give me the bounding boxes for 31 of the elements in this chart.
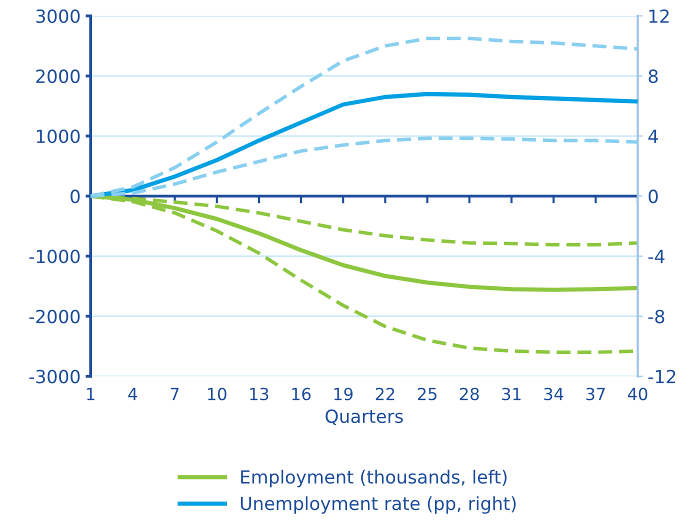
x-tick-label: 28 xyxy=(460,388,479,400)
y-tick-label: -2000 xyxy=(29,310,80,324)
y-tick-label: 1000 xyxy=(36,129,80,144)
x-tick-label: 25 xyxy=(418,388,436,400)
x-tick-label: 19 xyxy=(334,388,353,400)
y-tick-label: 2000 xyxy=(36,69,80,84)
legend-label: Employment (thousands, left) xyxy=(241,470,507,488)
y-tick-label: -3000 xyxy=(29,370,80,384)
y2-tick-label: 0 xyxy=(648,190,658,204)
y2-tick-label: -4 xyxy=(648,250,664,264)
y2-tick-label: 8 xyxy=(648,69,658,84)
x-tick-label: 16 xyxy=(292,388,311,400)
y2-tick-label: 12 xyxy=(649,9,669,23)
y-tick-label: -1000 xyxy=(29,250,80,264)
x-tick-label: 40 xyxy=(628,388,648,400)
y2-tick-label: -12 xyxy=(648,370,676,384)
x-tick-label: 13 xyxy=(250,388,268,400)
y-tick-label: 0 xyxy=(70,190,80,204)
y2-tick-label: 4 xyxy=(648,130,658,143)
x-tick-label: 10 xyxy=(208,388,226,400)
x-tick-label: 31 xyxy=(502,388,521,400)
x-tick-label: 34 xyxy=(544,388,564,400)
y-tick-label: 3000 xyxy=(36,9,80,24)
y2-tick-label: -8 xyxy=(648,310,664,324)
x-tick-label: 4 xyxy=(128,388,138,400)
x-tick-label: 7 xyxy=(170,388,179,400)
x-axis-title: Quarters xyxy=(326,409,403,426)
x-tick-label: 22 xyxy=(376,388,394,400)
legend-label: Unemployment rate (pp, right) xyxy=(240,496,516,514)
x-tick-label: 37 xyxy=(586,388,605,400)
x-tick-label: 1 xyxy=(87,388,94,400)
